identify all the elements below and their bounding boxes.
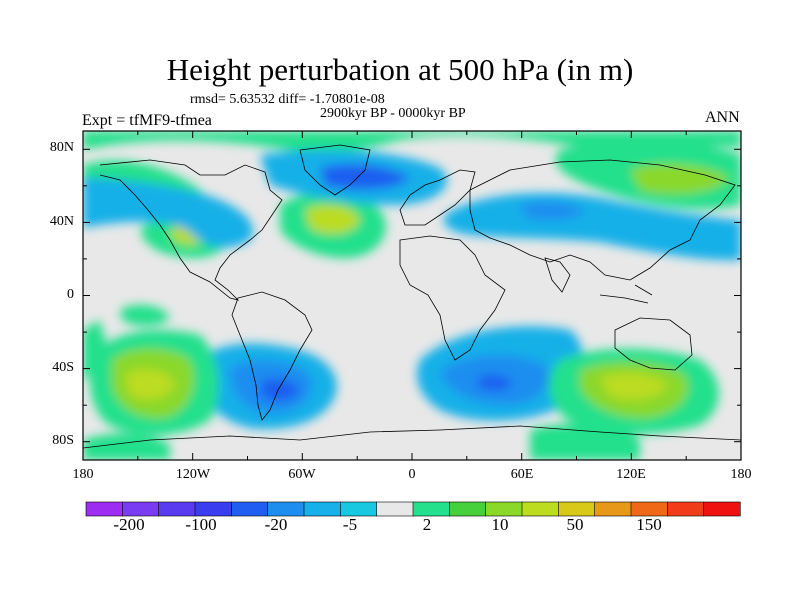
colorbar-swatch <box>122 501 160 517</box>
contour-field <box>83 131 741 460</box>
contour-positive-south-indian-core <box>600 373 668 400</box>
colorbar-swatch <box>703 501 741 517</box>
contour-negative-south-america-core <box>260 378 300 401</box>
colorbar-label: -20 <box>264 515 288 534</box>
colorbar-label: 10 <box>491 515 509 534</box>
colorbar-swatch <box>340 501 378 517</box>
coast-greenland <box>299 144 371 196</box>
lat-label-80n: 80N <box>49 140 74 155</box>
contour-negative-south-atlantic-core <box>478 374 512 391</box>
contour-positive-west-tropic <box>120 304 170 326</box>
colorbar-swatch <box>412 501 450 517</box>
coast-india <box>544 257 571 293</box>
lat-label-equator: 0 <box>67 287 74 302</box>
coastlines <box>83 144 741 449</box>
lon-label-120e: 120E <box>616 467 646 482</box>
lon-label-60e: 60E <box>510 467 534 482</box>
colorbar-label: -200 <box>113 515 145 534</box>
coast-asia <box>469 159 736 281</box>
period-label: 2900kyr BP - 0000kyr BP <box>320 106 466 121</box>
colorbar-swatch <box>194 501 232 517</box>
coast-north-america <box>99 159 283 301</box>
colorbar-swatch <box>376 501 414 517</box>
lat-label-80s: 80S <box>52 433 74 448</box>
colorbar-label: -100 <box>185 515 217 534</box>
contour-negative-eurasia-core <box>520 201 585 221</box>
lon-tick-marks <box>82 131 742 460</box>
contour-positive-atlantic-core <box>305 204 360 234</box>
colorbar-swatch <box>521 501 559 517</box>
colorbar-label: 50 <box>566 515 584 534</box>
contour-negative-eurasia <box>443 192 741 261</box>
contour-positive-south-pacific-core <box>125 369 175 400</box>
colorbar-label: 2 <box>422 515 432 534</box>
colorbar-swatch <box>158 501 196 517</box>
colorbar-swatch <box>558 501 596 517</box>
contour-negative-north-pacific <box>83 178 254 248</box>
coast-europe <box>399 169 476 226</box>
coast-indonesia <box>599 284 653 304</box>
lon-label-180w: 180 <box>72 467 94 482</box>
coast-south-america <box>231 291 313 421</box>
lat-label-40n: 40N <box>49 214 74 229</box>
colorbar-swatch <box>630 501 668 517</box>
coast-africa <box>399 235 506 361</box>
colorbar-label: 150 <box>636 515 662 534</box>
colorbar-swatch <box>667 501 705 517</box>
lat-label-40s: 40S <box>52 360 74 375</box>
experiment-label: Expt = tfMF9-tfmea <box>82 112 212 129</box>
lat-tick-marks <box>83 148 741 443</box>
colorbar-swatch <box>485 501 523 517</box>
contour-positive-far-sw <box>83 320 110 380</box>
colorbar-swatch <box>85 501 123 517</box>
contour-negative-greenland-core <box>320 164 410 190</box>
lon-label-0: 0 <box>408 467 416 482</box>
colorbar-swatch <box>594 501 632 517</box>
colorbar-label: -5 <box>342 515 358 534</box>
colorbar-swatch <box>449 501 487 517</box>
plot-title: Height perturbation at 500 hPa (in m) <box>166 52 634 87</box>
lon-label-60w: 60W <box>288 467 316 482</box>
contour-positive-arctic <box>83 131 741 154</box>
season-label: ANN <box>705 109 740 126</box>
lon-label-180e: 180 <box>730 467 752 482</box>
colorbar-swatch <box>267 501 305 517</box>
lon-label-120w: 120W <box>175 467 211 482</box>
colorbar-swatch <box>303 501 341 517</box>
colorbar <box>85 501 741 517</box>
contour-positive-ne-core <box>630 163 730 195</box>
coast-antarctica <box>83 425 741 449</box>
coast-australia <box>614 317 693 371</box>
colorbar-swatch <box>231 501 269 517</box>
stats-label: rmsd= 5.63532 diff= -1.70801e-08 <box>190 92 385 107</box>
